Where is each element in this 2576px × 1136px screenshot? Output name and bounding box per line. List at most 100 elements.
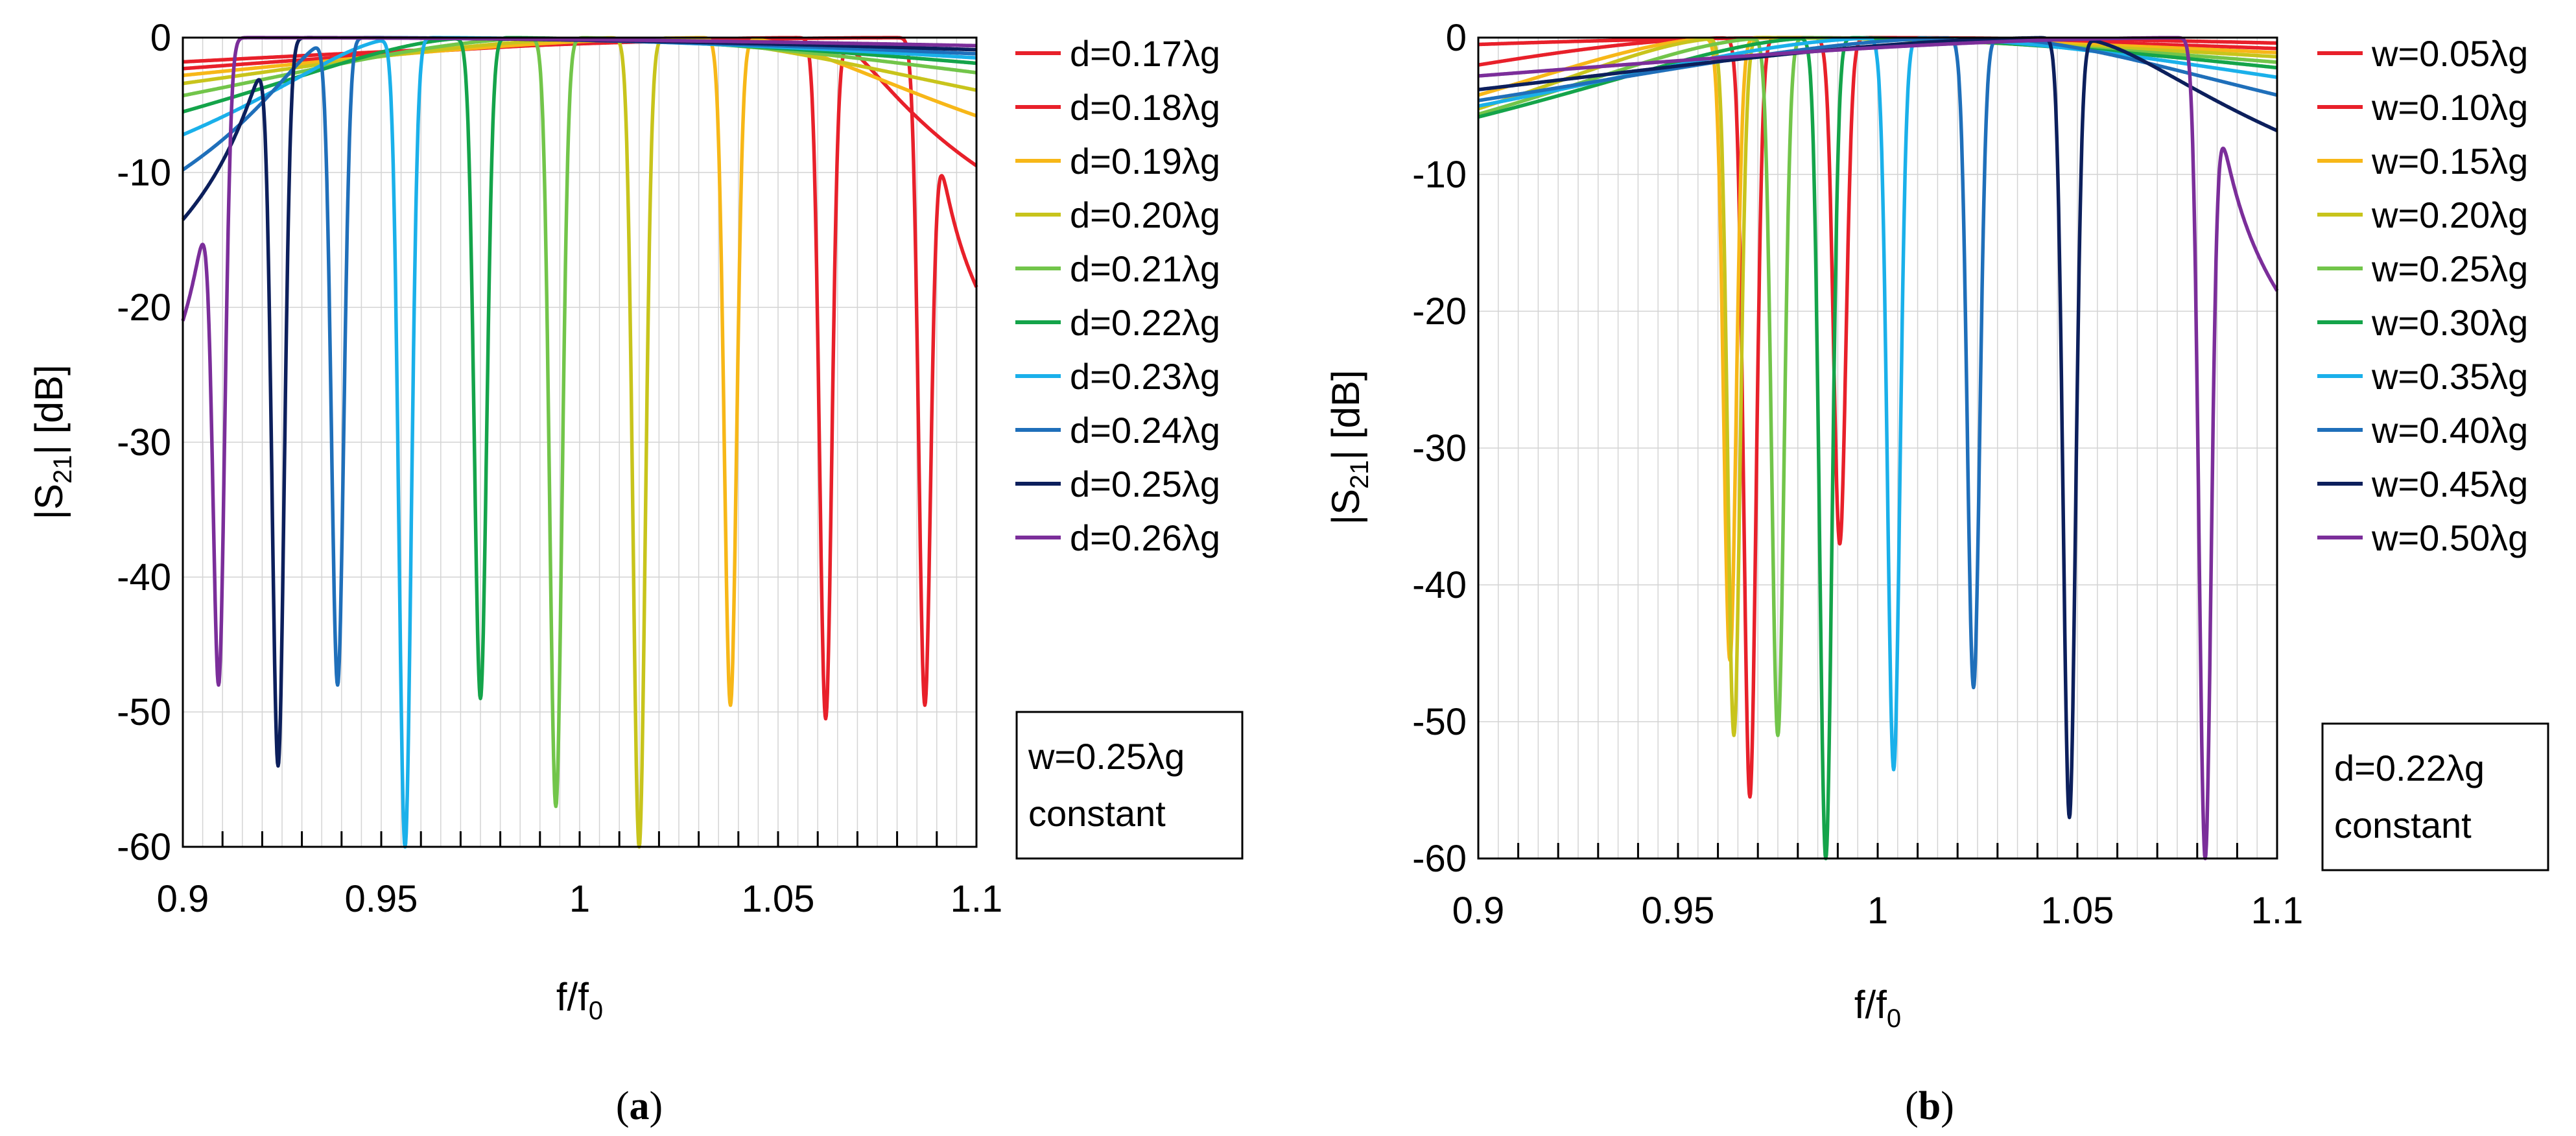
legend-item: d=0.23λg [1015,356,1220,397]
x-tick-label: 0.9 [157,878,209,920]
caption-open: ( [1905,1084,1919,1128]
y-axis-label-unit: | [dB] [1324,370,1367,460]
y-tick-label: -30 [1412,427,1467,469]
x-tick-label: 0.95 [345,878,418,920]
legend: w=0.05λg w=0.10λg w=0.15λg w=0.20λg w=0.25λg… [2317,33,2528,558]
legend-item: w=0.25λg [2317,248,2528,289]
legend-item: w=0.50λg [2317,517,2528,558]
caption-letter: b [1919,1084,1941,1128]
grid [1478,37,2278,859]
plot-frame [1477,36,2278,860]
y-axis-label-unit: | [dB] [27,364,71,455]
legend-item: w=0.35λg [2317,356,2528,397]
grid [182,37,977,847]
x-tick-labels: 0.9 0.95 1 1.05 1.1 [157,878,1003,920]
panel-caption: (a) [616,1084,663,1128]
legend-item: w=0.45λg [2317,464,2528,504]
legend-item: d=0.25λg [1015,464,1220,504]
y-axis-label-subscript: 21 [49,455,77,484]
caption-close: ) [1941,1084,1954,1128]
x-tick-labels: 0.9 0.95 1 1.05 1.1 [1452,890,2304,932]
x-axis-label-main: f/f [1854,983,1887,1026]
annotation-box: w=0.25λg constant [1015,711,1244,860]
legend-item: d=0.17λg [1015,33,1220,74]
legend-label: d=0.18λg [1070,87,1220,128]
y-tick-label: -30 [117,421,171,464]
x-axis-label-subscript: 0 [1887,1004,1901,1033]
legend-label: d=0.23λg [1070,356,1220,397]
legend-label: w=0.50λg [2371,517,2528,558]
annotation-line-1: d=0.22λg [2334,748,2485,788]
legend-item: w=0.15λg [2317,141,2528,182]
x-tick-label: 1 [1867,890,1888,932]
panel-b-chart: 0 -10 -20 -30 -40 -50 -60 0.9 0.95 1 1.05 1.1 |S21| … [1324,17,2549,1128]
y-tick-label: -10 [117,152,171,194]
y-tick-label: -20 [1412,290,1467,333]
legend-item: w=0.10λg [2317,87,2528,128]
y-tick-labels: 0 -10 -20 -30 -40 -50 -60 [117,17,171,868]
legend-label: d=0.24λg [1070,410,1220,451]
caption-close: ) [650,1084,663,1128]
legend-item: w=0.30λg [2317,302,2528,343]
legend-item: w=0.05λg [2317,33,2528,74]
y-axis-label: |S21| [dB] [27,364,77,519]
y-tick-label: -60 [117,826,171,868]
y-axis-label-main: |S [1324,489,1367,525]
legend-label: w=0.15λg [2371,141,2528,182]
annotation-frame [1015,711,1244,860]
legend-item: w=0.40λg [2317,410,2528,451]
legend-label: w=0.20λg [2371,195,2528,235]
legend-label: d=0.19λg [1070,141,1220,182]
legend-label: w=0.25λg [2371,248,2528,289]
y-tick-label: -40 [117,556,171,598]
annotation-line-2: constant [2334,805,2472,846]
legend-item: d=0.26λg [1015,517,1220,558]
plot-frame [182,36,978,848]
y-tick-label: -10 [1412,154,1467,196]
annotation-line-1: w=0.25λg [1028,736,1185,777]
y-axis-label: |S21| [dB] [1324,370,1374,525]
x-axis-label: f/f0 [556,975,603,1025]
x-tick-label: 1.1 [951,878,1003,920]
annotation-box: d=0.22λg constant [2321,722,2549,871]
legend-item: d=0.19λg [1015,141,1220,182]
legend-label: w=0.35λg [2371,356,2528,397]
legend-item: d=0.20λg [1015,195,1220,235]
x-axis-minor-ticks [1477,843,2278,858]
legend: d=0.17λg d=0.18λg d=0.19λg d=0.20λg d=0.21λg… [1015,33,1220,558]
legend-label: w=0.40λg [2371,410,2528,451]
legend-label: d=0.22λg [1070,302,1220,343]
y-tick-label: 0 [1446,17,1467,59]
legend-label: w=0.05λg [2371,33,2528,74]
legend-label: d=0.26λg [1070,517,1220,558]
y-tick-label: -40 [1412,564,1467,606]
legend-label: d=0.21λg [1070,248,1220,289]
legend-label: d=0.20λg [1070,195,1220,235]
legend-label: w=0.30λg [2371,302,2528,343]
y-tick-label: -20 [117,287,171,329]
x-tick-label: 0.95 [1642,890,1715,932]
legend-label: d=0.25λg [1070,464,1220,504]
legend-label: w=0.10λg [2371,87,2528,128]
panel-caption: (b) [1905,1084,1954,1128]
legend-label: w=0.45λg [2371,464,2528,504]
legend-item: w=0.20λg [2317,195,2528,235]
x-tick-label: 1.1 [2251,890,2304,932]
annotation-frame [2321,722,2549,871]
x-axis-label-main: f/f [556,975,589,1019]
x-tick-label: 1.05 [742,878,815,920]
legend-item: d=0.24λg [1015,410,1220,451]
annotation-line-2: constant [1028,793,1166,834]
legend-item: d=0.22λg [1015,302,1220,343]
x-tick-label: 0.9 [1452,890,1505,932]
series-line-w0.45g [1477,36,2278,820]
caption-letter: a [630,1084,650,1128]
y-tick-labels: 0 -10 -20 -30 -40 -50 -60 [1412,17,1467,880]
caption-open: ( [616,1084,630,1128]
x-axis-minor-ticks [182,831,978,847]
panel-a-chart: 0 -10 -20 -30 -40 -50 -60 0.9 0.95 1 1.05 1.1 |S21| … [27,17,1244,1128]
y-tick-label: 0 [150,17,171,59]
y-tick-label: -60 [1412,838,1467,880]
x-tick-label: 1.05 [2041,890,2114,932]
